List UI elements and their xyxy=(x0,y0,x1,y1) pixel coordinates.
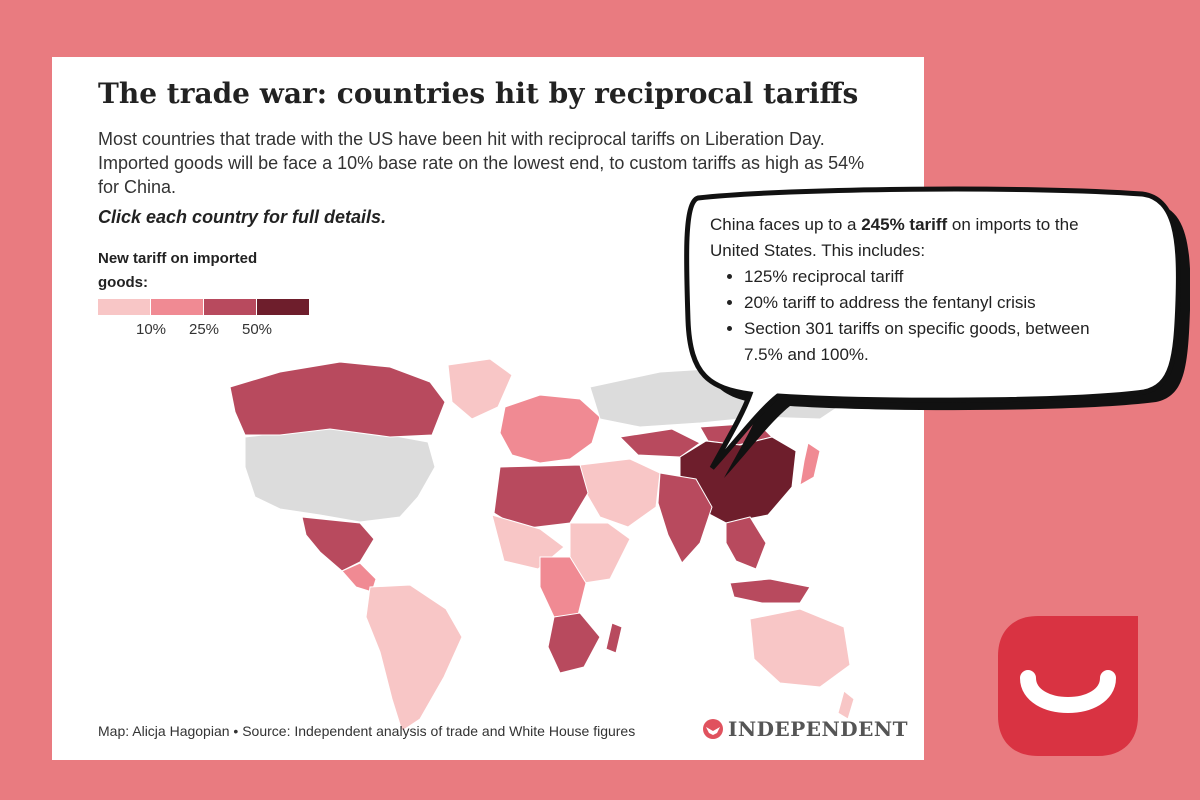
subtitle: Most countries that trade with the US ha… xyxy=(98,129,865,197)
smile-logo-icon xyxy=(998,616,1138,756)
callout-highlight: 245% tariff xyxy=(861,215,948,234)
smile-logo-mouth xyxy=(1020,670,1116,713)
region-indonesia[interactable] xyxy=(729,578,811,604)
legend-tick-10: 10% xyxy=(135,321,167,338)
region-australia[interactable] xyxy=(749,608,851,688)
region-india[interactable] xyxy=(657,472,713,564)
legend-swatch-4 xyxy=(257,299,309,315)
region-new-zealand[interactable] xyxy=(837,690,855,720)
region-united-states[interactable] xyxy=(244,426,436,523)
region-central-america[interactable] xyxy=(341,562,377,593)
callout-item: 125% reciprocal tariff xyxy=(744,264,1130,290)
legend-tick-25: 25% xyxy=(188,321,220,338)
region-madagascar[interactable] xyxy=(605,622,623,654)
region-southeast-asia[interactable] xyxy=(725,516,767,570)
click-instruction: Click each country for full details. xyxy=(98,207,387,227)
callout-item: Section 301 tariffs on specific goods, b… xyxy=(744,316,1130,368)
callout-list: 125% reciprocal tariff 20% tariff to add… xyxy=(710,264,1130,368)
callout-intro-prefix: China faces up to a xyxy=(710,215,862,234)
region-greenland[interactable] xyxy=(447,358,513,420)
region-mexico[interactable] xyxy=(301,516,375,572)
callout-intro-suffix: on imports to the United States. This in… xyxy=(710,215,1079,260)
page-title: The trade war: countries hit by reciproc… xyxy=(98,77,859,110)
legend-color-scale xyxy=(98,299,310,315)
callout-intro: China faces up to a 245% tariff on impor… xyxy=(710,212,1130,264)
legend-tick-50: 50% xyxy=(241,321,273,338)
brand-name: INDEPENDENT xyxy=(728,717,909,741)
region-europe[interactable] xyxy=(499,394,601,464)
legend-swatch-2 xyxy=(151,299,203,315)
region-south-america[interactable] xyxy=(365,584,463,732)
eagle-icon xyxy=(703,719,723,739)
callout-item: 20% tariff to address the fentanyl crisi… xyxy=(744,290,1130,316)
region-middle-east[interactable] xyxy=(579,458,661,528)
region-canada[interactable] xyxy=(229,361,446,438)
callout-text: China faces up to a 245% tariff on impor… xyxy=(710,212,1130,368)
legend-title: New tariff on imported goods: xyxy=(98,250,258,291)
region-kazakhstan[interactable] xyxy=(618,428,701,458)
speech-bubble-body xyxy=(684,186,1181,470)
independent-logo[interactable]: INDEPENDENT xyxy=(702,717,908,741)
source-credit: Map: Alicja Hagopian • Source: Independe… xyxy=(98,723,636,739)
legend-swatch-1 xyxy=(98,299,150,315)
region-southern-africa[interactable] xyxy=(547,612,601,674)
legend-swatch-3 xyxy=(204,299,256,315)
legend-ticks: 10% 25% 50% xyxy=(52,321,352,341)
speech-bubble xyxy=(684,186,1190,478)
smile-logo-background xyxy=(998,616,1138,756)
world-map xyxy=(229,358,855,732)
region-japan[interactable] xyxy=(799,442,821,486)
